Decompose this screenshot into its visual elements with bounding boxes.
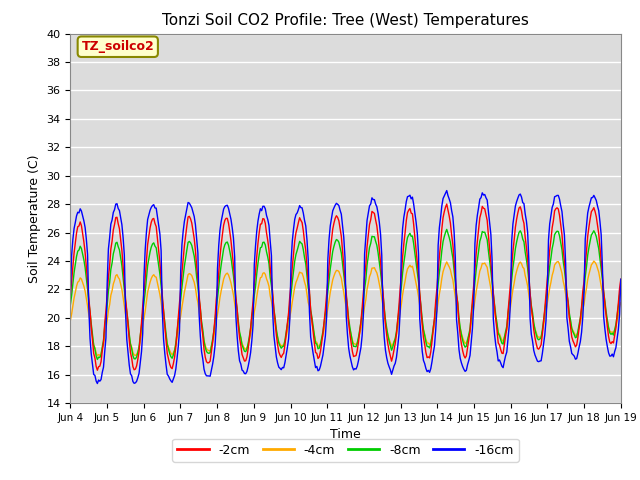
-2cm (93, 367, 101, 373)
-4cm (378, 296, 386, 301)
-16cm (617, 276, 625, 282)
-16cm (467, 338, 475, 344)
Line: -16cm: -16cm (70, 191, 621, 384)
-4cm (611, 327, 618, 333)
-2cm (467, 311, 475, 317)
-16cm (129, 379, 137, 384)
-16cm (67, 291, 74, 297)
-8cm (93, 357, 101, 362)
X-axis label: Time: Time (330, 429, 361, 442)
-2cm (617, 276, 625, 282)
-16cm (443, 188, 451, 193)
-16cm (596, 219, 604, 225)
-16cm (160, 336, 168, 342)
Legend: -2cm, -4cm, -8cm, -16cm: -2cm, -4cm, -8cm, -16cm (172, 439, 519, 462)
-4cm (160, 317, 168, 323)
-4cm (67, 317, 74, 323)
-16cm (378, 252, 386, 258)
-8cm (596, 256, 604, 262)
-4cm (596, 276, 604, 282)
Y-axis label: Soil Temperature (C): Soil Temperature (C) (28, 154, 41, 283)
-8cm (160, 308, 168, 314)
-4cm (590, 258, 598, 264)
-2cm (160, 308, 168, 314)
-4cm (93, 353, 101, 359)
-16cm (93, 381, 101, 386)
-8cm (611, 326, 618, 332)
Text: TZ_soilco2: TZ_soilco2 (81, 40, 154, 53)
-16cm (611, 348, 618, 354)
-8cm (617, 285, 625, 291)
Line: -4cm: -4cm (70, 261, 621, 356)
-2cm (67, 291, 74, 297)
Line: -2cm: -2cm (70, 204, 621, 370)
-8cm (378, 281, 386, 287)
-8cm (443, 227, 451, 232)
-2cm (596, 245, 604, 251)
-2cm (443, 201, 451, 207)
-4cm (129, 349, 137, 355)
-2cm (129, 364, 137, 370)
-8cm (467, 313, 475, 319)
-2cm (611, 332, 618, 338)
Title: Tonzi Soil CO2 Profile: Tree (West) Temperatures: Tonzi Soil CO2 Profile: Tree (West) Temp… (162, 13, 529, 28)
Line: -8cm: -8cm (70, 229, 621, 360)
-8cm (129, 353, 137, 359)
-2cm (378, 275, 386, 281)
-4cm (466, 329, 474, 335)
-8cm (67, 301, 74, 307)
-4cm (617, 300, 625, 306)
